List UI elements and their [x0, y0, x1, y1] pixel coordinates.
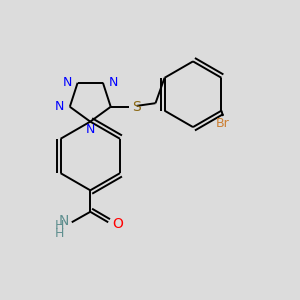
- Text: N: N: [63, 76, 72, 89]
- Text: O: O: [112, 217, 123, 231]
- Text: H: H: [55, 219, 64, 232]
- Text: N: N: [55, 100, 64, 113]
- Text: N: N: [58, 214, 69, 228]
- Text: S: S: [132, 100, 140, 114]
- Text: N: N: [108, 76, 118, 89]
- Text: Br: Br: [216, 117, 230, 130]
- Text: H: H: [55, 227, 64, 240]
- Text: N: N: [86, 123, 95, 136]
